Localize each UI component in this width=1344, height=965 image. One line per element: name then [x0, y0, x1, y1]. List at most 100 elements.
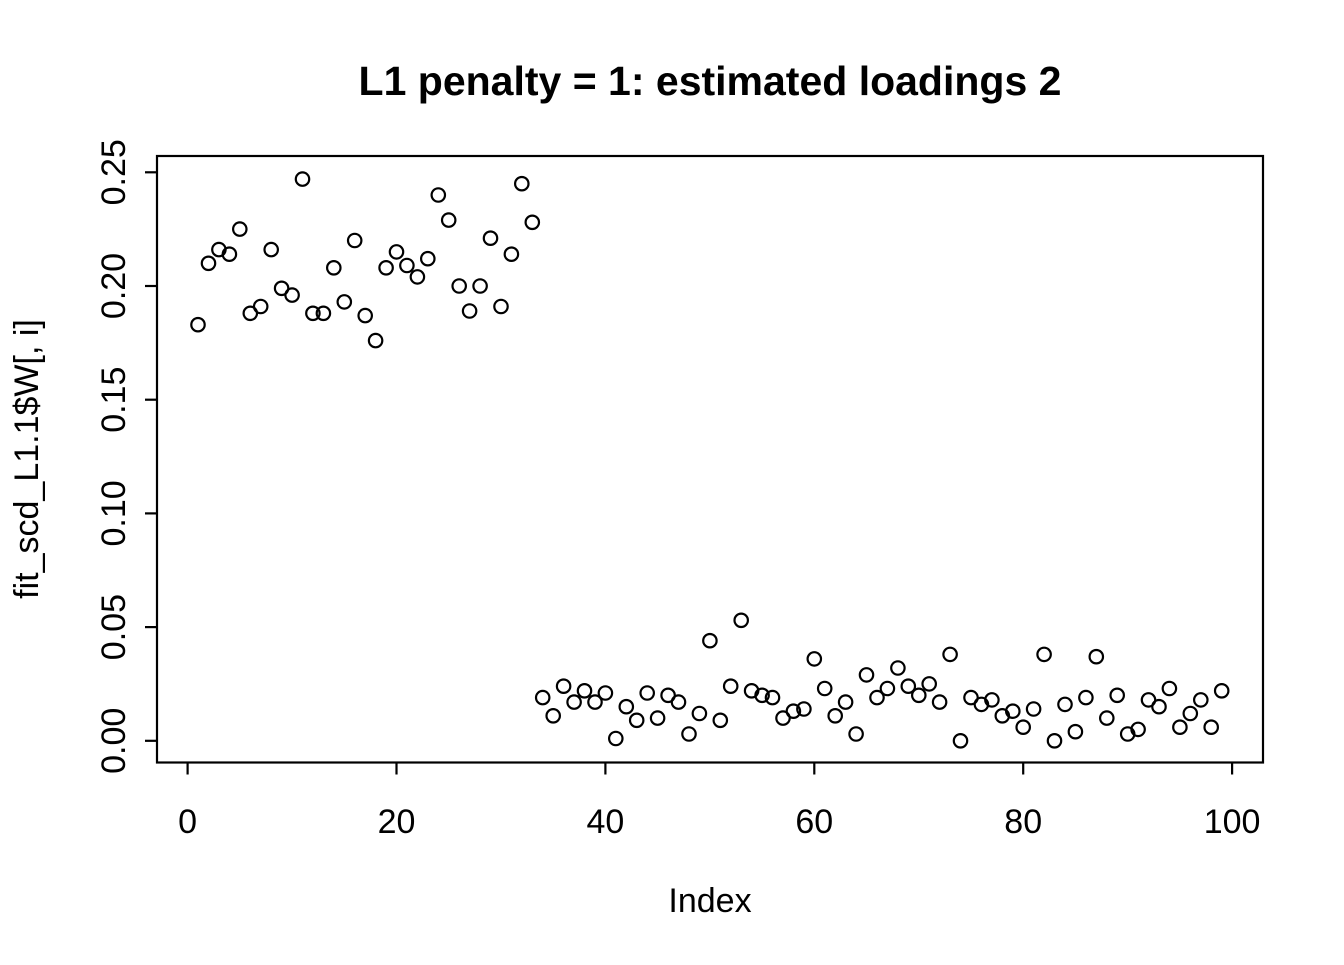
data-point	[816, 680, 833, 697]
data-point	[869, 689, 885, 706]
data-point	[346, 232, 363, 249]
data-point	[419, 250, 436, 267]
x-tick-label: 40	[586, 803, 624, 841]
data-point	[555, 678, 572, 694]
data-point	[796, 701, 812, 717]
data-point	[806, 651, 823, 667]
data-point	[649, 710, 666, 726]
data-point	[409, 269, 426, 285]
y-tick-label: 0.10	[95, 480, 133, 546]
data-point	[566, 694, 582, 710]
data-point	[576, 682, 593, 699]
data-point	[712, 712, 729, 729]
data-point	[931, 694, 948, 710]
data-point	[513, 175, 530, 192]
data-point	[628, 712, 645, 729]
data-point	[910, 687, 927, 704]
plot-title: L1 penalty = 1: estimated loadings 2	[359, 58, 1062, 104]
x-tick-label: 100	[1204, 803, 1261, 841]
data-point	[294, 171, 311, 187]
data-point	[1109, 687, 1125, 704]
data-point	[879, 680, 896, 697]
data-point	[848, 726, 864, 742]
data-point	[1078, 689, 1094, 706]
data-point	[827, 707, 843, 724]
data-point	[1151, 698, 1167, 715]
data-point	[336, 294, 353, 310]
data-point	[597, 685, 614, 701]
data-point	[252, 298, 269, 315]
data-point	[440, 212, 457, 228]
data-point	[315, 305, 332, 322]
data-point	[430, 187, 447, 203]
data-point	[942, 646, 958, 663]
data-point	[858, 667, 875, 683]
data-point	[503, 246, 520, 262]
data-point	[775, 710, 791, 726]
data-point	[534, 689, 551, 706]
data-point	[221, 246, 238, 262]
y-axis-ticks: 0.00 0.05 0.10 0.15 0.20 0.25	[95, 139, 157, 774]
data-point	[754, 687, 770, 704]
data-point	[451, 278, 467, 294]
data-point	[1067, 723, 1084, 740]
x-tick-label: 60	[795, 803, 833, 841]
data-point	[618, 698, 635, 715]
data-point	[952, 732, 969, 749]
y-tick-label: 0.15	[95, 367, 133, 433]
data-point	[284, 287, 300, 303]
data-point	[670, 694, 687, 710]
data-point	[263, 241, 279, 258]
x-tick-label: 80	[1004, 803, 1042, 841]
data-point	[482, 230, 499, 246]
data-point	[702, 632, 718, 649]
data-point	[472, 278, 488, 294]
data-point	[722, 678, 739, 694]
x-axis-label: Index	[668, 882, 751, 920]
data-point	[691, 705, 708, 722]
data-point	[461, 303, 478, 319]
x-tick-label: 0	[178, 803, 197, 841]
data-point	[1182, 705, 1199, 722]
y-tick-label: 0.20	[95, 253, 133, 319]
data-point	[1015, 719, 1031, 735]
data-point	[1130, 721, 1146, 738]
data-point	[200, 255, 217, 272]
y-axis-label: fit_scd_L1.1$W[, i]	[8, 319, 46, 599]
data-point	[1213, 682, 1230, 699]
data-point	[1203, 719, 1219, 735]
x-axis-ticks: 0 20 40 60 80 100	[178, 762, 1261, 841]
x-tick-label: 20	[378, 803, 416, 841]
data-point	[1025, 701, 1042, 717]
data-point	[399, 257, 415, 274]
data-point	[493, 298, 509, 315]
data-point	[607, 730, 624, 747]
data-point	[764, 689, 781, 706]
data-point	[305, 305, 321, 322]
plot-frame	[155, 154, 1265, 764]
data-point	[1057, 696, 1073, 713]
data-point	[357, 307, 373, 324]
data-point	[524, 214, 541, 231]
y-tick-label: 0.25	[95, 139, 133, 205]
data-point	[587, 694, 603, 710]
data-point	[639, 685, 655, 701]
data-point	[890, 660, 906, 676]
data-point	[1172, 719, 1188, 735]
data-point	[837, 694, 854, 710]
data-point	[681, 726, 697, 742]
data-point	[325, 259, 342, 276]
data-point	[921, 676, 937, 692]
y-tick-label: 0.05	[95, 594, 133, 660]
data-point	[900, 678, 917, 694]
data-point	[1004, 703, 1021, 719]
data-point	[232, 221, 248, 237]
data-point	[1088, 648, 1105, 665]
y-tick-label: 0.00	[95, 708, 133, 774]
data-point	[1036, 646, 1052, 663]
data-point	[367, 332, 384, 349]
data-point	[785, 703, 802, 719]
data-point	[1046, 732, 1063, 749]
